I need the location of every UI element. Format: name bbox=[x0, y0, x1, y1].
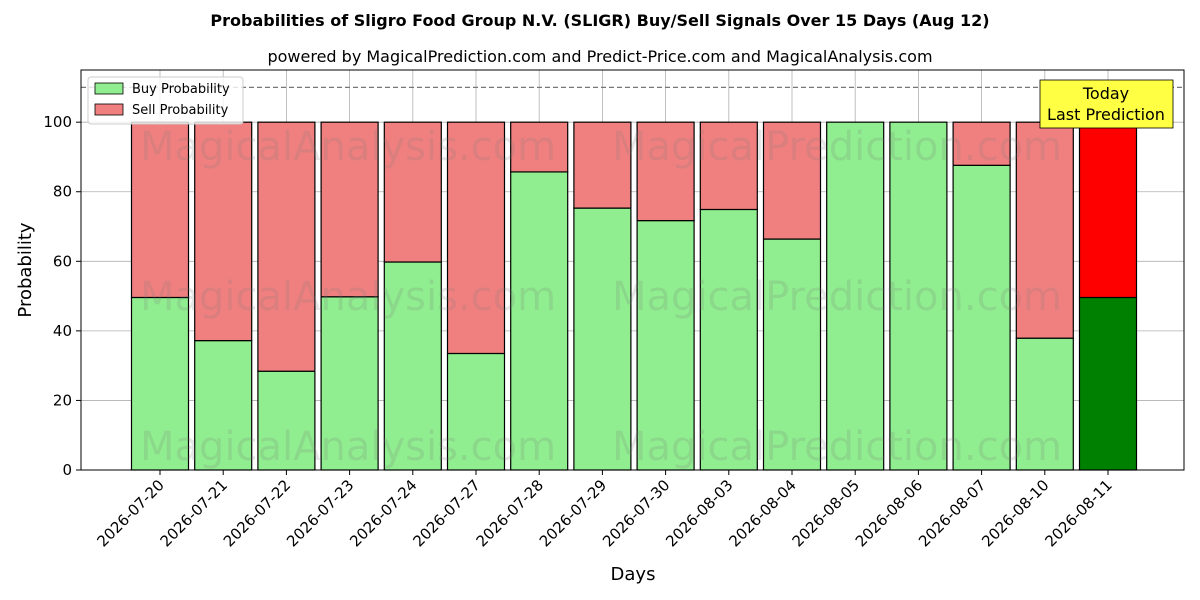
x-tick-label: 2026-07-27 bbox=[409, 476, 483, 550]
x-tick-label: 2026-07-24 bbox=[346, 476, 420, 550]
chart-title: Probabilities of Sligro Food Group N.V. … bbox=[210, 11, 989, 30]
chart-subtitle: powered by MagicalPrediction.com and Pre… bbox=[267, 47, 932, 66]
bar-buy bbox=[699, 208, 758, 471]
x-axis-label: Days bbox=[611, 564, 656, 585]
x-tick-label: 2026-08-10 bbox=[978, 476, 1052, 550]
bar-sell bbox=[952, 121, 1011, 166]
watermark-text: MagicalPrediction.com bbox=[612, 124, 1062, 170]
y-tick-label: 20 bbox=[53, 391, 72, 409]
bar-sell bbox=[699, 121, 758, 211]
bar-sell bbox=[636, 121, 695, 222]
y-tick-label: 60 bbox=[53, 252, 72, 270]
watermarks: MagicalAnalysis.com MagicalPrediction.com… bbox=[140, 124, 1062, 470]
bar-buy bbox=[1078, 296, 1138, 471]
y-tick-label: 100 bbox=[43, 113, 72, 131]
x-tick-label: 2026-07-28 bbox=[473, 476, 547, 550]
y-axis-ticks: 0 20 40 60 80 100 bbox=[43, 113, 81, 479]
x-tick-label: 2026-07-20 bbox=[93, 476, 167, 550]
bar-buy bbox=[194, 340, 253, 471]
bar-buy bbox=[636, 220, 695, 471]
bar-buy bbox=[762, 238, 822, 471]
watermark-text: MagicalPrediction.com bbox=[612, 424, 1062, 470]
x-tick-label: 2026-07-29 bbox=[536, 476, 610, 550]
bar-sell bbox=[320, 121, 379, 298]
bar-buy bbox=[826, 121, 885, 471]
bar-buy bbox=[510, 171, 569, 471]
bar-sell bbox=[130, 121, 190, 299]
legend-swatch-sell bbox=[94, 103, 124, 116]
watermark-text: MagicalAnalysis.com bbox=[140, 424, 556, 470]
legend-box bbox=[87, 76, 244, 125]
bar-buy bbox=[383, 261, 442, 471]
plot-frame bbox=[80, 69, 1185, 471]
x-tick-label: 2026-08-06 bbox=[852, 476, 926, 550]
watermark-text: MagicalAnalysis.com bbox=[140, 124, 556, 170]
last-prediction-label: Last Prediction bbox=[1047, 105, 1165, 124]
watermark-text: MagicalPrediction.com bbox=[612, 274, 1062, 320]
bars bbox=[130, 121, 1138, 471]
x-tick-label: 2026-07-23 bbox=[283, 476, 357, 550]
bar-buy bbox=[257, 370, 316, 471]
bar-buy bbox=[952, 164, 1011, 471]
legend-label-sell: Sell Probability bbox=[132, 103, 229, 118]
bar-sell bbox=[1078, 121, 1138, 299]
y-axis-label: Probability bbox=[15, 222, 36, 317]
legend-swatch-buy bbox=[94, 82, 124, 95]
y-tick-label: 80 bbox=[53, 183, 72, 201]
x-tick-label: 2026-08-04 bbox=[725, 476, 799, 550]
today-label: Today bbox=[1082, 84, 1129, 103]
legend: Buy Probability Sell Probability bbox=[87, 76, 244, 125]
x-tick-label: 2026-07-22 bbox=[220, 476, 294, 550]
bar-buy bbox=[889, 121, 948, 471]
x-tick-label: 2026-07-21 bbox=[157, 476, 231, 550]
y-tick-label: 40 bbox=[53, 322, 72, 340]
x-tick-label: 2026-08-11 bbox=[1041, 476, 1115, 550]
bar-buy bbox=[446, 352, 506, 471]
bar-sell bbox=[257, 121, 316, 372]
bar-sell bbox=[762, 121, 822, 240]
x-tick-label: 2026-07-30 bbox=[599, 476, 673, 550]
x-axis-ticks: 2026-07-202026-07-212026-07-222026-07-23… bbox=[93, 470, 1116, 550]
bar-buy bbox=[320, 296, 379, 471]
today-box bbox=[1039, 79, 1174, 129]
today-annotation: Today Last Prediction bbox=[1039, 79, 1174, 129]
x-tick-label: 2026-08-03 bbox=[662, 476, 736, 550]
x-tick-label: 2026-08-05 bbox=[789, 476, 863, 550]
bar-sell bbox=[510, 121, 569, 173]
bar-sell bbox=[446, 121, 506, 355]
legend-label-buy: Buy Probability bbox=[132, 82, 230, 97]
bar-sell bbox=[383, 121, 442, 263]
bar-sell bbox=[1015, 121, 1074, 339]
bar-sell bbox=[573, 121, 632, 209]
y-tick-label: 0 bbox=[62, 461, 72, 479]
x-tick-label: 2026-08-07 bbox=[915, 476, 989, 550]
bar-buy bbox=[573, 207, 632, 471]
watermark-text: MagicalAnalysis.com bbox=[140, 274, 556, 320]
